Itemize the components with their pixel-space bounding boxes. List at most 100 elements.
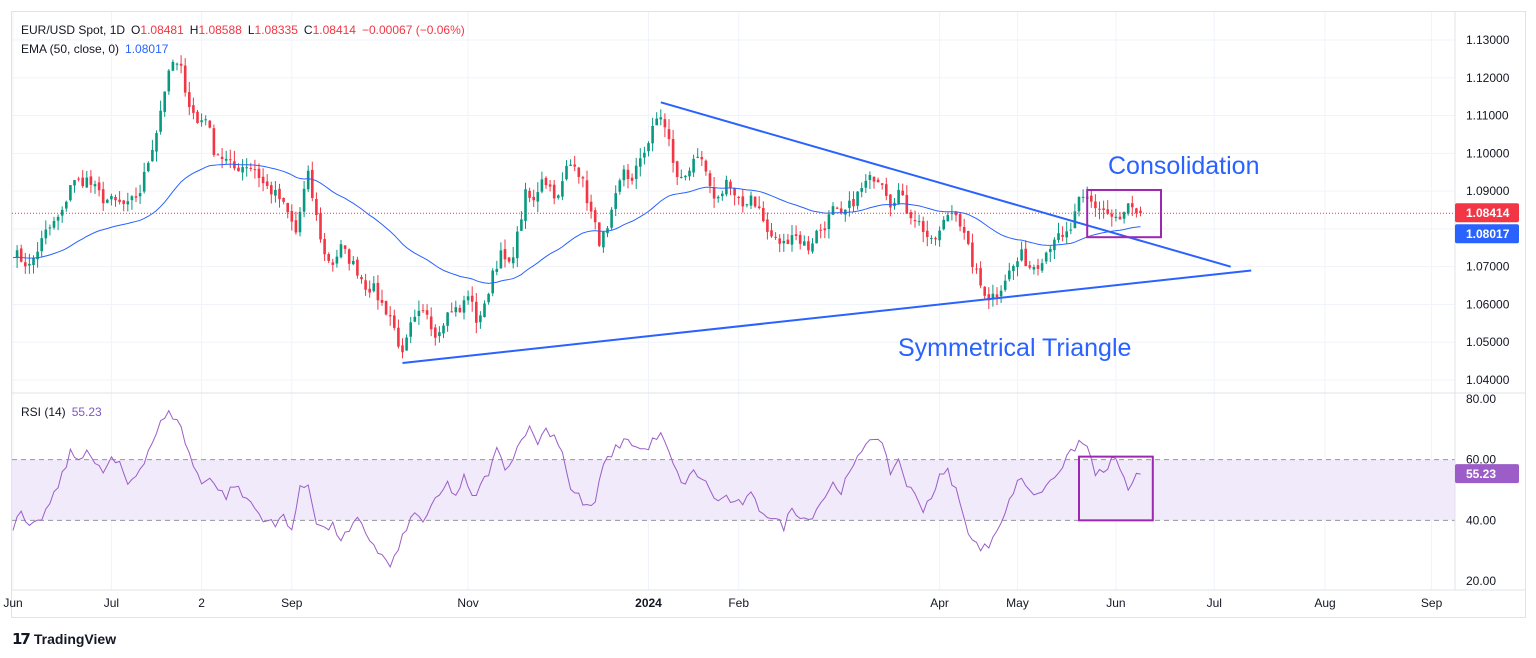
candle-body (565, 165, 568, 180)
candle-body (1008, 270, 1011, 280)
candle-body (270, 185, 273, 195)
candle-body (909, 212, 913, 219)
time-tick-label: Sep (1421, 596, 1443, 610)
candle-body (339, 244, 343, 258)
candle-body (897, 189, 900, 204)
time-tick-label: Sep (281, 596, 303, 610)
rsi-tick-label: 20.00 (1466, 574, 1496, 588)
price-tick-label: 1.13000 (1466, 33, 1510, 47)
candle-body (1094, 201, 1097, 209)
candle-body (155, 133, 158, 152)
candle-body (167, 70, 171, 92)
candle-body (798, 234, 802, 244)
candle-body (901, 190, 904, 196)
candle-body (630, 177, 634, 181)
rsi-series (12, 409, 1141, 569)
candle-body (585, 180, 589, 204)
candle-body (782, 240, 786, 244)
candle-body (179, 63, 183, 66)
candle-body (757, 206, 761, 209)
candle-body (454, 307, 458, 313)
candle-body (487, 293, 490, 303)
candle-body (762, 207, 765, 222)
candle-body (60, 209, 64, 216)
candle-body (249, 167, 253, 169)
candle-body (651, 125, 654, 144)
candle-body (872, 176, 876, 182)
candle-body (401, 345, 404, 353)
time-tick-label: Jun (3, 596, 22, 610)
low-label: L (247, 23, 255, 37)
candle-body (69, 185, 72, 201)
candle-body (286, 202, 289, 213)
candle-body (216, 154, 220, 156)
candle-body (380, 299, 384, 303)
candle-body (1102, 208, 1105, 211)
candle-body (889, 194, 892, 208)
candle-body (880, 183, 884, 185)
candle-body (196, 111, 199, 124)
candle-body (864, 180, 868, 188)
candle-body (458, 307, 462, 313)
candle-body (967, 231, 970, 244)
candle-body (192, 105, 195, 113)
axes: 1.040001.050001.060001.070001.080001.090… (3, 11, 1526, 618)
candle-body (725, 179, 728, 195)
candle-body (876, 179, 880, 183)
candle-body (52, 220, 56, 228)
triangle-annotation: Symmetrical Triangle (898, 334, 1132, 362)
close-value: 1.08414 (312, 23, 356, 37)
candle-body (237, 167, 240, 172)
candle-body (130, 196, 134, 201)
candle-body (368, 288, 371, 293)
candle-body (839, 208, 843, 213)
candle-body (15, 250, 19, 258)
candle-body (598, 222, 601, 246)
candle-body (1069, 229, 1073, 231)
time-tick-label: Nov (457, 596, 478, 610)
candle-body (73, 180, 76, 186)
time-tick-label: Aug (1314, 596, 1335, 610)
candle-body (409, 322, 412, 337)
candle-body (618, 180, 622, 192)
candle-body (475, 301, 478, 323)
ema-label: EMA (50, close, 0) (21, 42, 120, 56)
candle-body (470, 295, 474, 302)
candle-body (753, 196, 757, 207)
rsi-label: RSI (14) (21, 405, 66, 419)
candle-body (1003, 280, 1007, 290)
candle-body (696, 156, 699, 158)
candle-body (1024, 248, 1027, 267)
candle-body (680, 176, 683, 178)
candle-body (622, 169, 626, 181)
ema-legend: EMA (50, close, 0) 1.08017 (21, 42, 174, 56)
candle-body (327, 254, 330, 261)
open-value: 1.08481 (140, 23, 184, 37)
ema-series (12, 163, 1455, 284)
candle-body (208, 120, 212, 128)
candle-body (44, 229, 48, 239)
candle-body (548, 184, 552, 187)
price-tick-label: 1.12000 (1466, 71, 1510, 85)
candle-body (294, 220, 298, 233)
candle-body (126, 201, 130, 205)
tradingview-brand[interactable]: 17 TradingView (12, 630, 116, 648)
price-tick-label: 1.07000 (1466, 260, 1510, 274)
candle-body (397, 327, 400, 347)
ema-price-tag (1455, 224, 1519, 244)
rsi-tick-label: 80.00 (1466, 392, 1496, 406)
candle-body (499, 250, 503, 269)
candle-body (19, 248, 23, 262)
candle-body (942, 219, 945, 230)
candle-body (573, 164, 576, 167)
candle-body (589, 201, 593, 212)
candle-body (1077, 196, 1081, 212)
candle-body (733, 187, 736, 196)
candle-body (1114, 216, 1118, 219)
candle-body (930, 238, 933, 240)
candle-body (495, 268, 499, 272)
candle-body (532, 196, 535, 201)
candle-body (1118, 216, 1122, 220)
candle-body (823, 228, 827, 231)
candle-body (77, 178, 80, 180)
